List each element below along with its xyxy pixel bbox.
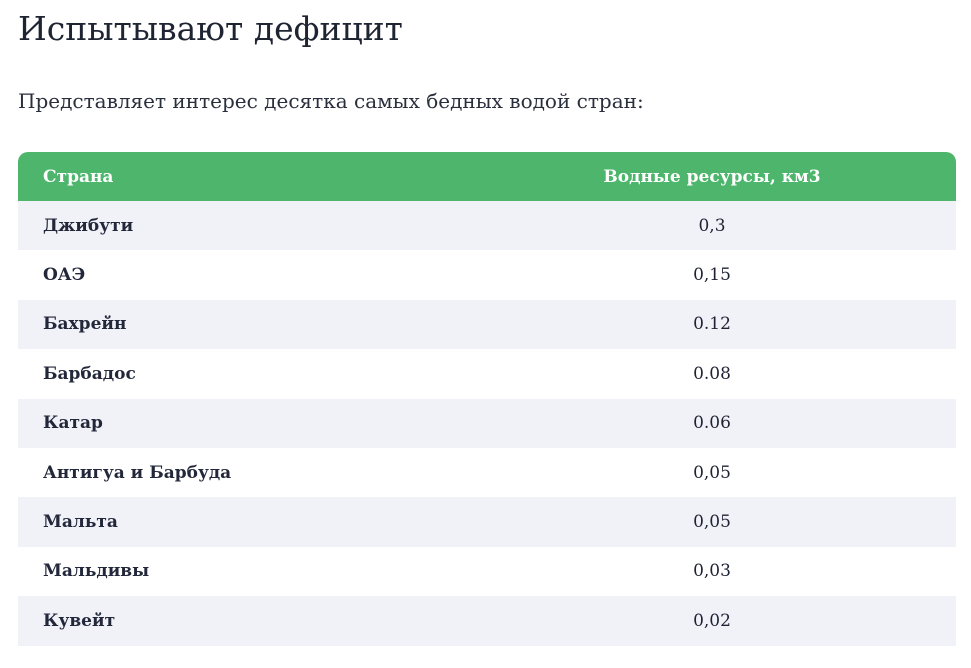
table-row: Антигуа и Барбуда 0,05	[18, 447, 956, 498]
row-country: Кувейт	[43, 610, 116, 631]
row-value: 0.12	[693, 314, 731, 335]
row-country: Мальта	[43, 512, 118, 533]
row-country: Барбадос	[43, 363, 136, 384]
header-water-resources: Водные ресурсы, км3	[603, 166, 821, 187]
table-header-row: Страна Водные ресурсы, км3	[18, 152, 956, 201]
row-value: 0,05	[693, 512, 731, 533]
row-country: Антигуа и Барбуда	[43, 462, 232, 483]
page-heading: Испытывают дефицит	[18, 9, 403, 48]
row-value: 0.06	[693, 413, 731, 434]
table-row: ОАЭ 0,15	[18, 250, 956, 300]
row-country: Джибути	[43, 215, 134, 236]
row-value: 0,05	[693, 462, 731, 483]
row-value: 0,15	[693, 265, 731, 286]
water-resources-table: Страна Водные ресурсы, км3 Джибути 0,3 О…	[18, 152, 956, 646]
table-row: Джибути 0,3	[18, 201, 956, 251]
row-country: ОАЭ	[43, 265, 86, 286]
header-country: Страна	[43, 166, 114, 187]
row-value: 0.08	[693, 363, 731, 384]
row-value: 0,02	[693, 610, 731, 631]
intro-paragraph: Представляет интерес десятка самых бедны…	[18, 89, 644, 113]
table-row: Катар 0.06	[18, 398, 956, 448]
table-row: Кувейт 0,02	[18, 596, 956, 646]
row-country: Катар	[43, 413, 103, 434]
table-row: Мальта 0,05	[18, 497, 956, 547]
row-value: 0,03	[693, 561, 731, 582]
table-row: Барбадос 0.08	[18, 349, 956, 399]
table-row: Бахрейн 0.12	[18, 299, 956, 350]
row-country: Мальдивы	[43, 561, 150, 582]
table-row: Мальдивы 0,03	[18, 546, 956, 597]
row-country: Бахрейн	[43, 314, 127, 335]
row-value: 0,3	[698, 215, 726, 236]
